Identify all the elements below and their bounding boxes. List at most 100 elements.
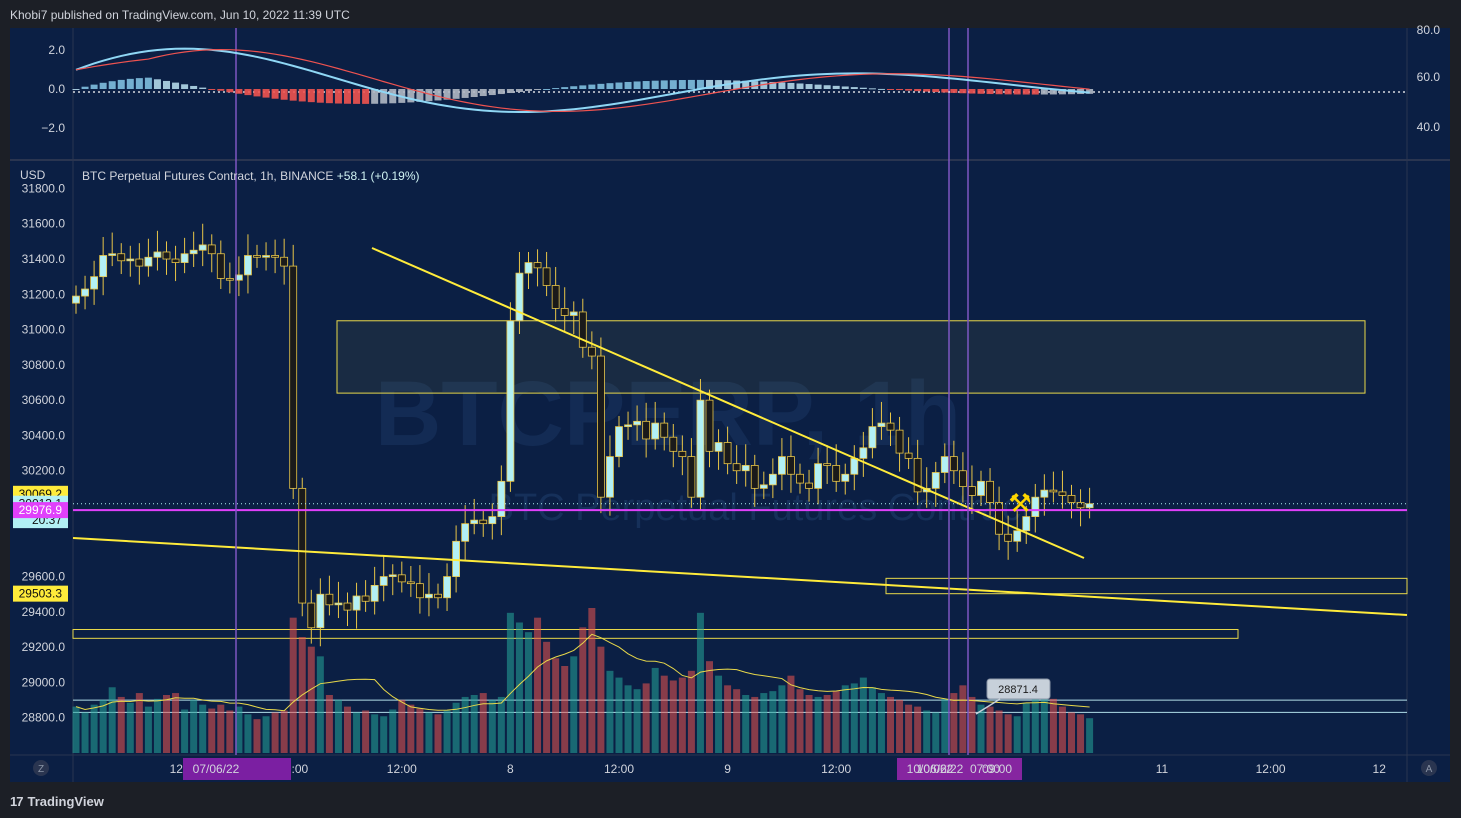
candle[interactable]	[216, 253, 225, 279]
candle[interactable]	[723, 442, 732, 465]
descending-trendline[interactable]	[371, 247, 1085, 559]
candle[interactable]	[171, 258, 180, 263]
candle[interactable]	[1076, 502, 1085, 509]
candle[interactable]	[452, 540, 461, 577]
candle[interactable]	[986, 480, 994, 503]
candle[interactable]	[931, 472, 940, 489]
candle[interactable]	[180, 253, 189, 263]
candle[interactable]	[325, 593, 334, 606]
candle[interactable]	[823, 463, 832, 466]
candle[interactable]	[72, 295, 80, 304]
candle[interactable]	[253, 255, 261, 258]
candle[interactable]	[687, 456, 696, 498]
candle[interactable]	[108, 253, 117, 256]
candle[interactable]	[1049, 489, 1058, 493]
candle[interactable]	[189, 249, 198, 255]
candle[interactable]	[153, 251, 162, 258]
candle[interactable]	[488, 516, 497, 525]
candle[interactable]	[352, 595, 361, 611]
candle[interactable]	[470, 519, 479, 525]
support-trendline[interactable]	[72, 537, 1408, 616]
candle[interactable]	[1040, 489, 1049, 498]
tradingview-brand[interactable]: 17 TradingView	[10, 794, 104, 809]
candle[interactable]	[759, 484, 768, 489]
candle[interactable]	[624, 424, 632, 428]
candle[interactable]	[995, 502, 1003, 535]
candle[interactable]	[859, 447, 868, 459]
candle[interactable]	[569, 311, 578, 316]
candle[interactable]	[207, 244, 216, 255]
candle[interactable]	[768, 473, 777, 486]
candle[interactable]	[1004, 533, 1013, 542]
candle[interactable]	[479, 519, 488, 525]
candle[interactable]	[135, 258, 144, 267]
candle[interactable]	[940, 456, 949, 473]
support-zone[interactable]	[72, 629, 1239, 639]
chart-frame[interactable]	[10, 28, 1450, 782]
candle[interactable]	[678, 450, 687, 458]
candle[interactable]	[787, 456, 795, 475]
candle[interactable]	[1031, 496, 1040, 518]
candle[interactable]	[633, 420, 641, 426]
candle[interactable]	[949, 456, 958, 472]
target-box[interactable]	[885, 577, 1408, 595]
candle[interactable]	[877, 422, 886, 428]
candle[interactable]	[406, 581, 415, 585]
candle[interactable]	[587, 346, 596, 357]
candle[interactable]	[968, 486, 976, 496]
candle[interactable]	[533, 262, 542, 269]
candle[interactable]	[904, 452, 913, 459]
candle[interactable]	[696, 399, 705, 498]
candle[interactable]	[81, 288, 89, 297]
gavel-icon[interactable]: ⚒	[1008, 488, 1031, 518]
candle[interactable]	[271, 255, 280, 258]
candle[interactable]	[280, 256, 289, 267]
candle[interactable]	[714, 442, 723, 452]
candle[interactable]	[750, 465, 759, 489]
resistance-zone[interactable]	[336, 320, 1366, 394]
candle[interactable]	[1058, 491, 1067, 496]
candle[interactable]	[262, 255, 270, 258]
candle[interactable]	[895, 429, 904, 454]
timezone-button[interactable]	[33, 760, 49, 776]
candle[interactable]	[434, 593, 442, 599]
candle[interactable]	[461, 523, 470, 542]
candle[interactable]	[397, 574, 406, 583]
candle[interactable]	[642, 420, 651, 440]
candle[interactable]	[497, 480, 506, 517]
candle[interactable]	[732, 463, 741, 472]
candle[interactable]	[343, 602, 352, 611]
candle[interactable]	[606, 456, 614, 498]
candle[interactable]	[361, 595, 370, 602]
candle[interactable]	[868, 426, 877, 449]
candle[interactable]	[334, 602, 343, 606]
candle[interactable]	[705, 399, 714, 452]
candle[interactable]	[90, 276, 98, 290]
candle[interactable]	[841, 473, 850, 482]
candle[interactable]	[515, 272, 524, 322]
candle[interactable]	[289, 265, 298, 489]
candle[interactable]	[551, 285, 560, 309]
candle[interactable]	[615, 426, 623, 458]
auto-scale-button[interactable]	[1421, 760, 1437, 776]
candle[interactable]	[524, 262, 533, 274]
candle[interactable]	[379, 576, 388, 586]
candle[interactable]	[977, 480, 985, 496]
candle[interactable]	[225, 278, 234, 281]
candle[interactable]	[832, 465, 841, 482]
candle[interactable]	[162, 251, 171, 260]
candle[interactable]	[244, 255, 252, 276]
candle[interactable]	[560, 308, 569, 316]
candle[interactable]	[415, 583, 424, 599]
candle[interactable]	[425, 593, 433, 599]
candle[interactable]	[370, 585, 379, 602]
candle[interactable]	[542, 267, 551, 286]
candle[interactable]	[506, 320, 515, 482]
candle[interactable]	[388, 574, 397, 577]
candle[interactable]	[126, 258, 135, 262]
candle[interactable]	[796, 473, 804, 484]
candle[interactable]	[850, 457, 859, 475]
candle[interactable]	[443, 576, 451, 599]
candle[interactable]	[1022, 516, 1031, 532]
candle[interactable]	[778, 456, 786, 475]
